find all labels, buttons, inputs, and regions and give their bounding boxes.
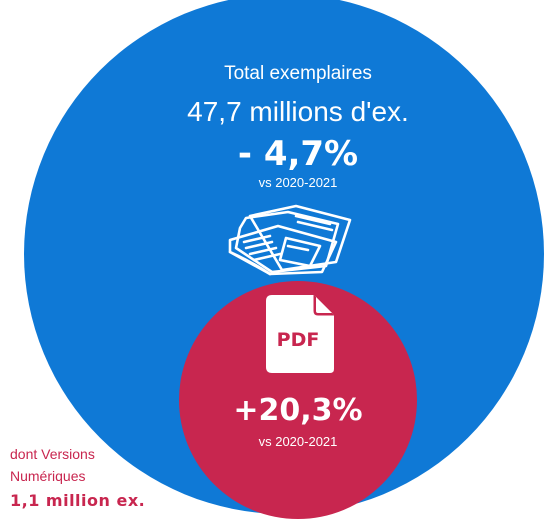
digital-label-line1: dont Versions [10,446,95,462]
digital-value: 1,1 million ex. [10,491,146,510]
pdf-file-icon: PDF [266,295,334,373]
digital-change: +20,3% [233,393,363,428]
digital-period: vs 2020-2021 [258,434,338,449]
total-period: vs 2020-2021 [258,175,338,190]
digital-label-line2: Numériques [10,468,86,484]
total-label: Total exemplaires [224,63,372,84]
total-value: 47,7 millions d'ex. [187,96,409,127]
pdf-icon-label: PDF [277,329,320,351]
newspaper-icon [228,204,352,276]
total-change: - 4,7% [237,134,359,174]
